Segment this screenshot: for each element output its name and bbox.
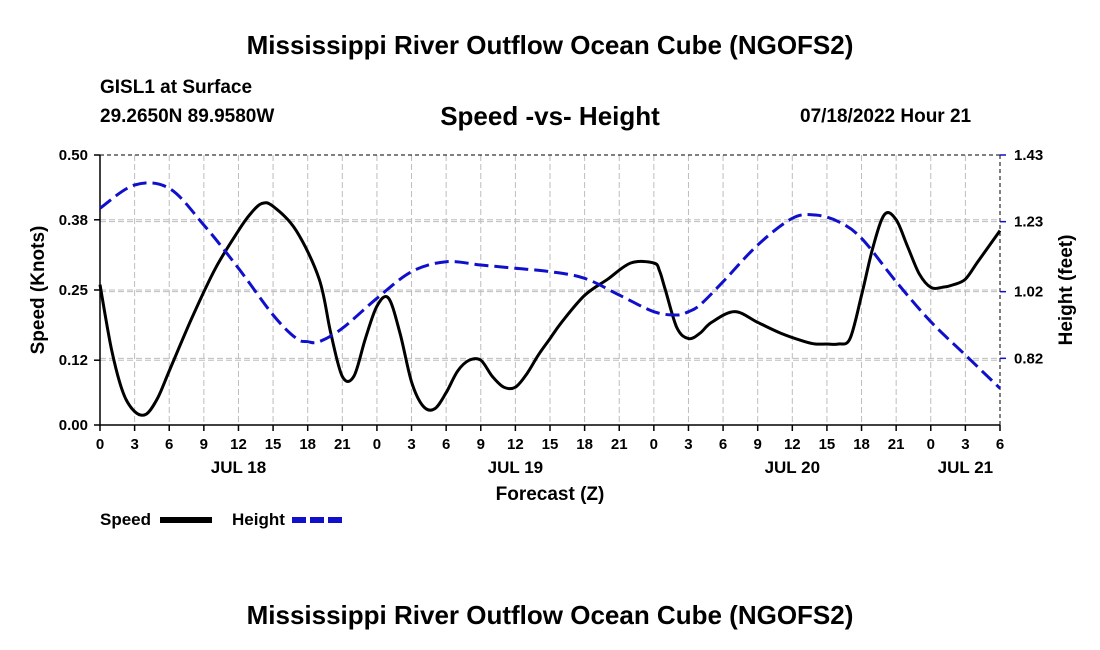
x-tick-label: 15 <box>265 436 282 453</box>
x-tick-label: 3 <box>684 436 692 453</box>
x-tick-label: 0 <box>373 436 381 453</box>
series-line-height <box>99 181 1002 390</box>
x-tick-label: 6 <box>719 436 727 453</box>
y-tick-label: 0.38 <box>59 212 88 229</box>
x-axis-label: Forecast (Z) <box>496 484 605 505</box>
y2-tick-label: 1.02 <box>1014 284 1043 301</box>
x-tick-label: 3 <box>407 436 415 453</box>
chart-title: Speed -vs- Height <box>440 101 660 131</box>
y-axis-label: Speed (Knots) <box>28 226 49 355</box>
series-line-speed <box>98 201 1002 417</box>
x-tick-label: 21 <box>611 436 628 453</box>
x-tick-label: 0 <box>96 436 104 453</box>
x-tick-label: 12 <box>230 436 247 453</box>
station-coordinates: 29.2650N 89.9580W <box>100 106 275 127</box>
y-tick-label: 0.25 <box>59 282 88 299</box>
y-tick-label: 0.50 <box>59 147 88 164</box>
date-label: JUL 20 <box>765 458 820 477</box>
date-label: JUL 18 <box>211 458 266 477</box>
y2-tick-label: 0.82 <box>1014 350 1043 367</box>
x-tick-label: 9 <box>200 436 208 453</box>
x-tick-label: 18 <box>576 436 593 453</box>
x-tick-label: 21 <box>334 436 351 453</box>
x-tick-label: 6 <box>996 436 1004 453</box>
x-tick-label: 21 <box>888 436 905 453</box>
forecast-timestamp: 07/18/2022 Hour 21 <box>800 106 972 127</box>
y2-tick-label: 1.23 <box>1014 214 1043 231</box>
x-tick-label: 15 <box>819 436 836 453</box>
y-tick-label: 0.12 <box>59 352 88 369</box>
date-label: JUL 19 <box>488 458 543 477</box>
x-tick-label: 12 <box>784 436 801 453</box>
legend-label-height: Height <box>232 510 285 529</box>
x-tick-label: 9 <box>754 436 762 453</box>
legend: Speed Height <box>100 510 344 529</box>
main-title-repeat: Mississippi River Outflow Ocean Cube (NG… <box>246 600 854 630</box>
y2-tick-label: 1.43 <box>1014 147 1043 164</box>
x-tick-label: 0 <box>650 436 658 453</box>
x-tick-label: 0 <box>927 436 935 453</box>
legend-label-speed: Speed <box>100 510 151 529</box>
x-tick-label: 3 <box>130 436 138 453</box>
date-label: JUL 21 <box>938 458 993 477</box>
main-title: Mississippi River Outflow Ocean Cube (NG… <box>246 30 854 60</box>
x-tick-label: 18 <box>853 436 870 453</box>
series-layer <box>98 181 1002 417</box>
grid-lines <box>100 155 1000 425</box>
x-tick-label: 12 <box>507 436 524 453</box>
x-tick-label: 9 <box>477 436 485 453</box>
station-name: GISL1 at Surface <box>100 77 253 98</box>
y-tick-label: 0.00 <box>59 417 88 434</box>
y2-axis-label: Height (feet) <box>1056 235 1077 346</box>
axis-ticks: 0 3 6 9 12 15 18 21 0 3 6 9 12 15 18 21 0 3 6 9 12 15 18 21 0 3 6J… <box>59 147 1043 477</box>
x-tick-label: 6 <box>165 436 173 453</box>
x-tick-label: 15 <box>542 436 559 453</box>
x-tick-label: 18 <box>299 436 316 453</box>
x-tick-label: 3 <box>961 436 969 453</box>
x-tick-label: 6 <box>442 436 450 453</box>
